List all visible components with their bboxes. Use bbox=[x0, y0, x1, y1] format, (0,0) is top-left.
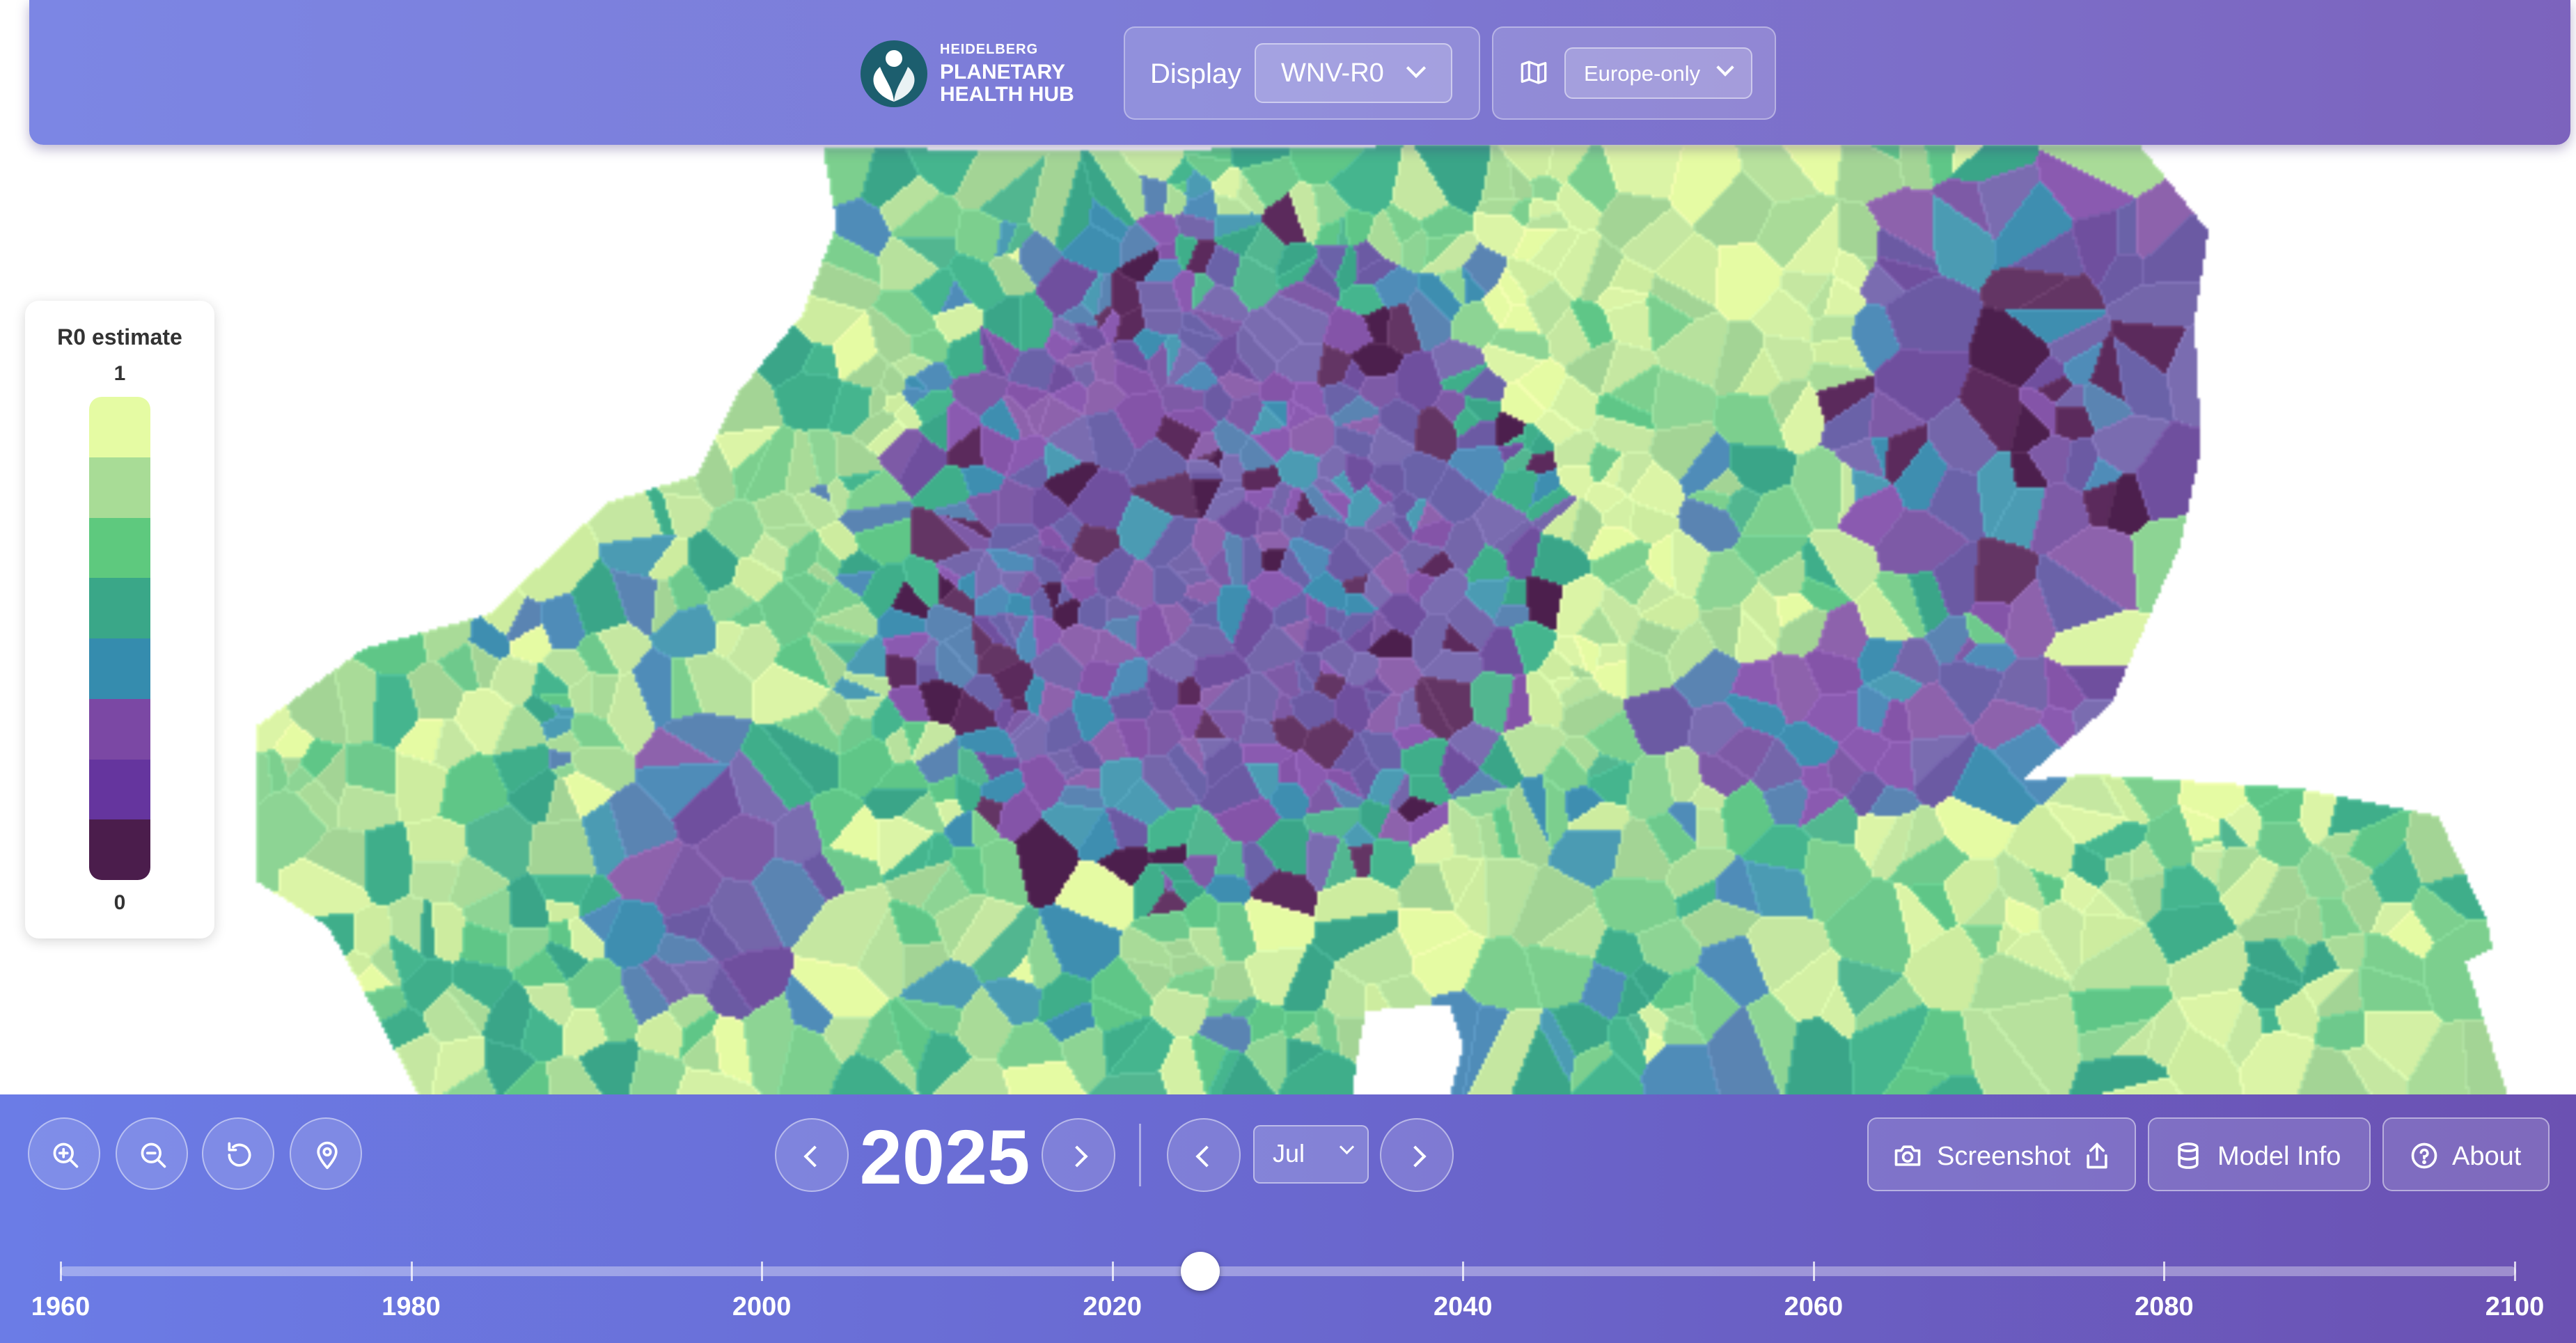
timeline-slider-handle[interactable] bbox=[1180, 1252, 1220, 1291]
top-toolbar: HEIDELBERG PLANETARY HEALTH HUB Display W… bbox=[29, 0, 2570, 145]
map-legend: R0 estimate 1 0 bbox=[25, 301, 214, 938]
zoom-in-button[interactable] bbox=[28, 1117, 100, 1190]
timeline-tick bbox=[1111, 1262, 1114, 1281]
chevron-right-icon bbox=[1404, 1145, 1427, 1168]
locate-button[interactable] bbox=[290, 1117, 362, 1190]
region-select-value: Europe-only bbox=[1584, 61, 1701, 86]
location-pin-icon bbox=[317, 1141, 338, 1170]
legend-swatch bbox=[89, 638, 150, 699]
timeline-tick-label: 1960 bbox=[31, 1292, 91, 1321]
legend-swatch bbox=[89, 698, 150, 760]
display-select-value: WNV-R0 bbox=[1281, 58, 1384, 88]
camera-icon bbox=[1894, 1145, 1921, 1166]
chevron-down-icon bbox=[1339, 1139, 1355, 1155]
legend-swatch bbox=[89, 397, 150, 457]
legend-color-scale bbox=[89, 397, 150, 880]
timeline-tick bbox=[2163, 1262, 2166, 1281]
legend-max-label: 1 bbox=[113, 362, 126, 385]
about-button[interactable]: About bbox=[2382, 1117, 2550, 1191]
brand-logo[interactable]: HEIDELBERG PLANETARY HEALTH HUB bbox=[859, 36, 1089, 113]
planetary-health-logo-icon bbox=[861, 40, 927, 107]
timeline-tick bbox=[1462, 1262, 1465, 1281]
share-icon bbox=[2087, 1142, 2107, 1169]
month-select-value: Jul bbox=[1273, 1139, 1305, 1168]
zoom-in-icon bbox=[53, 1142, 79, 1168]
current-year: 2025 bbox=[859, 1115, 1030, 1200]
timeline-track[interactable] bbox=[60, 1266, 2516, 1276]
legend-swatch bbox=[89, 517, 150, 579]
timeline-tick-label: 1980 bbox=[382, 1292, 441, 1321]
next-year-button[interactable] bbox=[1042, 1118, 1115, 1192]
zoom-out-button[interactable] bbox=[116, 1117, 188, 1190]
chevron-left-icon bbox=[803, 1145, 826, 1168]
timeline-tick-label: 2020 bbox=[1083, 1292, 1142, 1321]
timeline-tick bbox=[1812, 1262, 1815, 1281]
screenshot-button[interactable]: Screenshot bbox=[1867, 1117, 2136, 1191]
bottom-control-bar bbox=[0, 1094, 2576, 1343]
prev-year-button[interactable] bbox=[775, 1118, 849, 1192]
reset-view-button[interactable] bbox=[202, 1117, 274, 1190]
chevron-down-icon bbox=[1406, 58, 1427, 79]
month-select[interactable]: Jul bbox=[1253, 1125, 1369, 1184]
help-icon bbox=[2411, 1142, 2437, 1169]
prev-month-button[interactable] bbox=[1167, 1118, 1241, 1192]
timeline-tick-label: 2040 bbox=[1434, 1292, 1493, 1321]
choropleth-map[interactable] bbox=[0, 0, 2576, 1094]
model-info-label: Model Info bbox=[2217, 1142, 2341, 1171]
brand-small-text: HEIDELBERG bbox=[940, 42, 1039, 57]
about-label: About bbox=[2452, 1142, 2522, 1171]
chevron-down-icon bbox=[1716, 58, 1734, 77]
zoom-out-icon bbox=[141, 1142, 166, 1168]
divider bbox=[1139, 1124, 1141, 1186]
chevron-right-icon bbox=[1066, 1145, 1088, 1168]
timeline-tick-label: 2000 bbox=[732, 1292, 792, 1321]
display-label: Display bbox=[1150, 58, 1242, 89]
timeline-tick-label: 2060 bbox=[1784, 1292, 1844, 1321]
region-control: Europe-only bbox=[1492, 26, 1776, 120]
timeline-tick-label: 2100 bbox=[2485, 1292, 2545, 1321]
region-select[interactable]: Europe-only bbox=[1564, 47, 1752, 99]
display-select[interactable]: WNV-R0 bbox=[1255, 43, 1452, 103]
legend-min-label: 0 bbox=[113, 891, 126, 914]
timeline-tick bbox=[60, 1262, 62, 1281]
display-control: Display WNV-R0 bbox=[1124, 26, 1480, 120]
database-icon bbox=[2178, 1142, 2199, 1169]
model-info-button[interactable]: Model Info bbox=[2148, 1117, 2371, 1191]
brand-title: PLANETARY HEALTH HUB bbox=[940, 61, 1074, 106]
legend-swatch bbox=[89, 759, 150, 820]
legend-title: R0 estimate bbox=[57, 324, 182, 350]
next-month-button[interactable] bbox=[1380, 1118, 1454, 1192]
timeline-tick bbox=[410, 1262, 413, 1281]
legend-swatch bbox=[89, 819, 150, 880]
chevron-left-icon bbox=[1195, 1145, 1218, 1168]
screenshot-label: Screenshot bbox=[1937, 1142, 2071, 1171]
timeline-tick-label: 2080 bbox=[2135, 1292, 2194, 1321]
map-icon bbox=[1521, 61, 1547, 84]
timeline-tick bbox=[2514, 1262, 2516, 1281]
timeline-tick bbox=[761, 1262, 764, 1281]
legend-swatch bbox=[89, 457, 150, 518]
legend-swatch bbox=[89, 578, 150, 638]
reset-icon bbox=[228, 1142, 251, 1167]
